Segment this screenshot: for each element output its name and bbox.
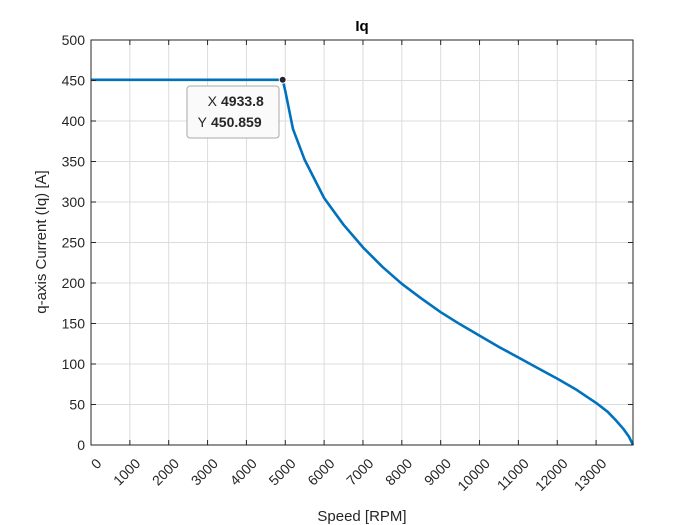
y-axis-title: q-axis Current (Iq) [A] — [33, 170, 50, 313]
y-tick-label: 300 — [62, 194, 86, 210]
data-tip-y-label: Y — [198, 114, 208, 130]
data-tip-box — [186, 85, 280, 139]
chart-title: Iq — [355, 18, 368, 35]
data-tip-x-value: 4933.8 — [221, 93, 264, 109]
y-tick-label: 100 — [62, 356, 86, 372]
y-tick-label: 150 — [62, 316, 86, 332]
series-line-0[interactable] — [91, 78, 635, 446]
y-tick-label: 450 — [62, 73, 86, 89]
y-tick-label: 250 — [62, 235, 86, 251]
series-layer — [91, 78, 635, 446]
y-tick-label: 350 — [62, 154, 86, 170]
data-tip[interactable]: X 4933.8 Y 450.859 — [186, 85, 280, 139]
data-tip-marker[interactable] — [278, 75, 287, 84]
ticks-layer — [90, 39, 633, 446]
data-tip-y-value: 450.859 — [211, 114, 262, 130]
y-tick-label: 50 — [69, 397, 85, 413]
y-tick-label: 400 — [62, 113, 86, 129]
y-tick-label: 200 — [62, 275, 86, 291]
y-tick-label: 0 — [77, 437, 85, 453]
data-tip-marker-layer — [278, 75, 287, 84]
data-tip-x-label: X — [208, 93, 218, 109]
x-axis-title: Speed [RPM] — [317, 508, 406, 525]
y-tick-label: 500 — [62, 32, 86, 48]
